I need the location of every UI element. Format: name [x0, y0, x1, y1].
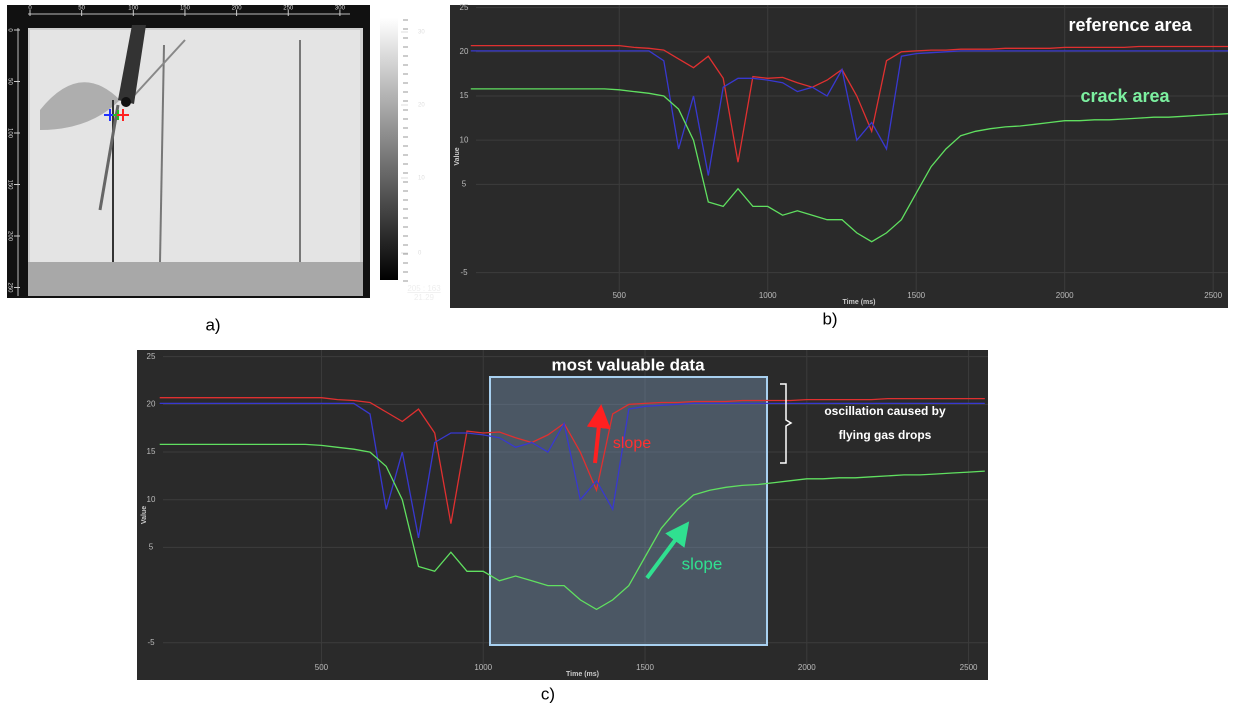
y-axis-label: Value: [141, 506, 148, 524]
line-chart: -5 5 10 15 20 25 500 1000 1500 2000 2500 Time (ms) V…: [450, 3, 1229, 308]
panel-caption: b): [822, 309, 837, 328]
y-tick-label: 15: [460, 91, 469, 100]
ruler-label: 100: [6, 128, 12, 139]
thermal-image: [7, 5, 398, 298]
ruler-label: 250: [283, 6, 294, 12]
y-tick-label: -5: [147, 638, 155, 647]
x-tick-label: 2000: [1056, 291, 1074, 300]
ruler-label: 150: [6, 179, 12, 190]
ruler-label: 50: [78, 6, 85, 12]
ruler-label: 150: [180, 6, 191, 12]
data-line: [470, 50, 1228, 176]
x-tick-label: 1000: [759, 291, 777, 300]
ruler-label: 200: [6, 231, 12, 242]
y-tick-label: 10: [460, 135, 469, 144]
cursor-position: 205 : 163: [407, 284, 441, 293]
y-tick-label: 25: [147, 352, 156, 361]
panel-caption: c): [541, 684, 555, 703]
plot-background: [450, 5, 1228, 308]
x-axis-label: Time (ms): [843, 299, 876, 306]
plot-background: [137, 350, 988, 680]
y-axis-label: Value: [454, 147, 461, 165]
x-axis-label: Time (ms): [566, 671, 599, 678]
y-tick-label: -5: [460, 268, 468, 277]
cursor-value: 21.29: [414, 293, 435, 302]
data-line: [159, 402, 985, 539]
y-tick-label: 5: [149, 543, 154, 552]
x-tick-label: 1000: [474, 663, 492, 672]
highlight-region: [489, 376, 768, 646]
colorbar-label: 0: [418, 251, 422, 257]
line-chart: -5 5 10 15 20 25 500 1000 1500 2000 2500 Time (ms) V…: [137, 350, 988, 680]
y-tick-label: 20: [460, 47, 469, 56]
x-tick-label: 2500: [1204, 291, 1222, 300]
colorbar-label: 10: [418, 176, 425, 182]
x-tick-label: 1500: [907, 291, 925, 300]
colorbar-label: 30: [418, 30, 425, 36]
colorbar-label: 20: [418, 103, 425, 109]
ruler-label: 250: [6, 282, 12, 293]
x-tick-label: 1500: [636, 663, 654, 672]
ruler-label: 100: [128, 6, 139, 12]
annotation: flying gas drops: [839, 428, 932, 442]
ruler-label: 200: [232, 6, 243, 12]
data-line: [470, 88, 1229, 243]
x-tick-label: 500: [315, 663, 329, 672]
annotation: most valuable data: [551, 355, 705, 374]
y-tick-label: 15: [147, 447, 156, 456]
data-line: [470, 44, 1228, 163]
x-tick-label: 500: [613, 291, 627, 300]
ruler-label: 50: [6, 78, 12, 85]
bracket: [780, 383, 793, 464]
slope-arrow: [586, 404, 611, 464]
annotation: oscillation caused by: [824, 404, 946, 418]
slope-arrow: [645, 521, 690, 580]
ruler-label: 0: [6, 28, 12, 32]
x-tick-label: 2000: [798, 663, 816, 672]
y-tick-label: 20: [147, 399, 156, 408]
data-line: [159, 443, 985, 611]
ruler-label: 300: [335, 6, 346, 12]
y-tick-label: 25: [460, 3, 469, 12]
ruler-label: 0: [28, 6, 32, 12]
annotation: reference area: [1068, 15, 1192, 35]
annotation: slope: [613, 435, 651, 452]
annotation: crack area: [1080, 86, 1170, 106]
y-tick-label: 5: [462, 179, 467, 188]
data-line: [159, 397, 985, 524]
x-tick-label: 2500: [960, 663, 978, 672]
panel-caption: a): [205, 315, 220, 334]
annotation: slope: [682, 554, 723, 573]
y-tick-label: 10: [147, 495, 156, 504]
